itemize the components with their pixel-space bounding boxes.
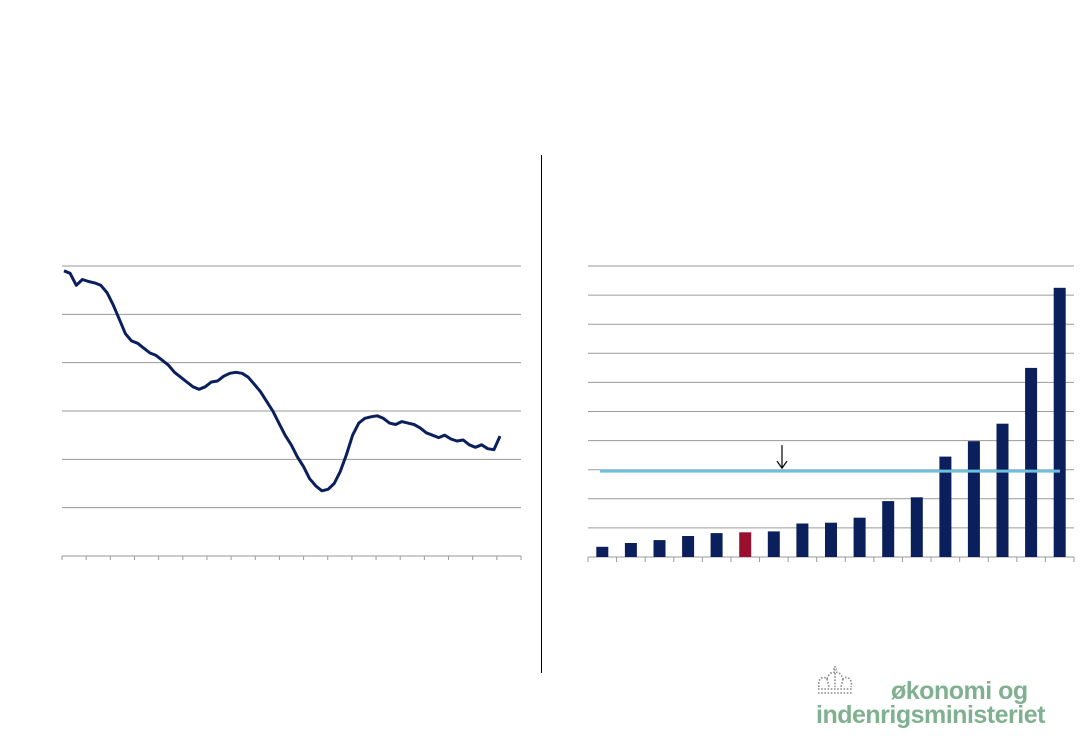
bar xyxy=(996,423,1009,557)
bar xyxy=(596,546,609,557)
bar-chart-x-axis xyxy=(587,556,1075,562)
bar xyxy=(853,517,866,557)
logo-text-line1: økonomi og xyxy=(891,677,1028,705)
line-chart xyxy=(61,265,522,560)
bar xyxy=(939,456,952,557)
bar-highlighted xyxy=(739,532,752,557)
panel-divider xyxy=(541,155,542,673)
bar xyxy=(796,523,809,557)
bar xyxy=(910,497,923,557)
bar xyxy=(1053,287,1066,557)
bar xyxy=(1025,367,1038,557)
bar-chart xyxy=(587,265,1075,562)
bar xyxy=(624,543,637,557)
logo-text-line2: indenrigsministeriet xyxy=(816,701,1045,729)
line-chart-x-axis xyxy=(61,555,522,560)
bar xyxy=(825,522,837,557)
bar xyxy=(682,536,695,557)
reference-arrow xyxy=(776,445,788,470)
bar xyxy=(710,533,723,557)
bar xyxy=(653,540,666,557)
ministry-logo: økonomi og indenrigsministeriet xyxy=(812,665,1052,735)
crown-icon xyxy=(817,666,853,694)
line-chart-gridlines xyxy=(62,265,521,509)
bar-chart-bars xyxy=(596,287,1066,557)
arrow-head xyxy=(776,460,788,470)
bar xyxy=(882,501,895,557)
bar xyxy=(967,441,980,557)
line-series xyxy=(63,269,502,493)
bar xyxy=(767,531,780,557)
